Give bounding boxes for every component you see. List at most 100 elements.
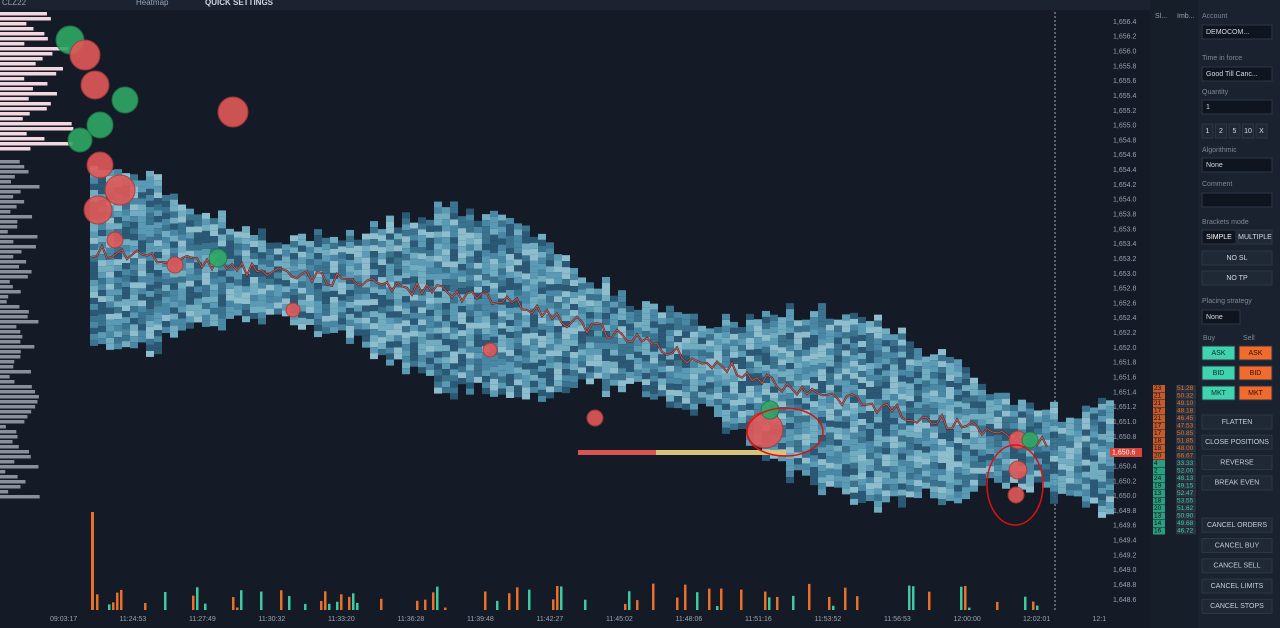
panel-field[interactable] <box>1201 578 1273 594</box>
dom-imbalance: 50.90 <box>1177 513 1194 520</box>
panel-field-text[interactable]: ASK <box>1211 350 1225 357</box>
heatmap-cell <box>714 362 722 369</box>
panel-field[interactable] <box>1201 455 1273 471</box>
heatmap-cell <box>602 289 610 296</box>
panel-field[interactable] <box>1228 123 1241 139</box>
quick-settings[interactable]: QUICK SETTINGS <box>205 0 274 7</box>
panel-field[interactable] <box>1201 434 1273 450</box>
heatmap-cell <box>506 229 514 236</box>
heatmap-cell <box>442 303 450 310</box>
heatmap-cell <box>402 278 410 285</box>
heatmap-cell <box>274 278 282 285</box>
panel-field-text[interactable]: 5 <box>1233 128 1237 135</box>
volume-bar <box>436 586 439 610</box>
heatmap-cell <box>546 380 554 387</box>
panel-field[interactable] <box>1201 414 1273 430</box>
panel-field-text[interactable]: CANCEL STOPS <box>1210 603 1264 610</box>
panel-field-text[interactable]: 1 <box>1206 104 1210 111</box>
panel-field-text[interactable]: FLATTEN <box>1222 419 1253 426</box>
panel-field-text[interactable]: BID <box>1213 370 1225 377</box>
panel-field[interactable] <box>1201 192 1273 208</box>
panel-field-text[interactable]: BREAK EVEN <box>1215 480 1260 487</box>
heatmap-cell <box>546 272 554 279</box>
panel-field[interactable] <box>1201 157 1273 173</box>
view-select[interactable]: Heatmap <box>136 0 169 7</box>
panel-field[interactable] <box>1201 229 1237 245</box>
panel-field[interactable] <box>1238 365 1273 381</box>
heatmap-cell <box>146 338 154 345</box>
heatmap-cell <box>138 282 146 289</box>
panel-field-text[interactable]: None <box>1206 162 1223 169</box>
heatmap-cell <box>954 473 962 480</box>
heatmap-cell <box>1106 502 1114 509</box>
panel-field-text[interactable]: 10 <box>1244 128 1252 135</box>
panel-field[interactable] <box>1201 66 1273 82</box>
panel-field[interactable] <box>1201 24 1273 40</box>
panel-field-text[interactable]: CANCEL LIMITS <box>1211 583 1264 590</box>
heatmap-cell <box>346 253 354 260</box>
heatmap-cell <box>1026 408 1034 415</box>
dom-imbalance: 48.13 <box>1177 475 1194 482</box>
heatmap-cell <box>738 351 746 358</box>
panel-field-text[interactable]: NO TP <box>1226 275 1248 282</box>
panel-field-text[interactable]: REVERSE <box>1220 459 1254 466</box>
panel-field[interactable] <box>1201 558 1273 574</box>
panel-field-text[interactable]: SIMPLE <box>1206 234 1232 241</box>
panel-field-text[interactable]: CLOSE POSITIONS <box>1205 439 1269 446</box>
panel-field[interactable] <box>1201 250 1273 266</box>
panel-field[interactable] <box>1201 538 1273 553</box>
panel-field[interactable] <box>1201 475 1273 491</box>
panel-field[interactable] <box>1201 517 1273 533</box>
panel-field[interactable] <box>1237 229 1273 245</box>
heatmap-cell <box>90 255 98 262</box>
panel-field[interactable] <box>1201 598 1273 614</box>
panel-field[interactable] <box>1201 345 1236 361</box>
panel-field-text[interactable]: CANCEL ORDERS <box>1207 522 1267 529</box>
panel-field[interactable] <box>1201 270 1273 286</box>
heatmap-cell <box>866 489 874 496</box>
heatmap-cell <box>90 279 98 286</box>
panel-field-text[interactable]: None <box>1206 314 1223 321</box>
panel-field-text[interactable]: Good Till Canc... <box>1206 71 1258 78</box>
panel-field-text[interactable]: MKT <box>1248 390 1264 397</box>
panel-field-text[interactable]: ASK <box>1248 350 1262 357</box>
heatmap-cell <box>986 406 994 413</box>
panel-field-text[interactable]: 2 <box>1219 128 1223 135</box>
heatmap-cell <box>210 230 218 237</box>
panel-field[interactable] <box>1238 385 1273 401</box>
dom-imb-cell <box>1176 482 1196 490</box>
panel-field-text[interactable]: BID <box>1250 370 1262 377</box>
heatmap-cell <box>778 359 786 366</box>
panel-field[interactable] <box>1201 123 1214 139</box>
heatmap-cell <box>98 272 106 279</box>
panel-field-text[interactable]: X <box>1259 128 1264 135</box>
heatmap-cell <box>634 327 642 334</box>
heatmap-cell <box>450 225 458 232</box>
heatmap-cell <box>1106 460 1114 467</box>
heatmap-cell <box>1066 423 1074 430</box>
heatmap-cell <box>634 369 642 376</box>
panel-field[interactable] <box>1201 365 1236 381</box>
panel-field-text[interactable]: 1 <box>1206 128 1210 135</box>
heatmap-cell <box>434 321 442 328</box>
panel-field[interactable] <box>1201 99 1273 115</box>
symbol[interactable]: CLZ22 <box>2 0 27 7</box>
panel-field-text[interactable]: CANCEL BUY <box>1215 542 1260 549</box>
heatmap-cell <box>170 223 178 230</box>
panel-field-text[interactable]: NO SL <box>1226 255 1247 262</box>
heatmap-cell <box>954 491 962 498</box>
heatmap-cell <box>1090 455 1098 462</box>
heatmap-cell <box>402 290 410 297</box>
panel-field-text[interactable]: DEMOCOM... <box>1206 29 1249 36</box>
panel-field[interactable] <box>1242 123 1254 139</box>
panel-field-text[interactable]: MULTIPLE <box>1238 234 1272 241</box>
heatmap-cell <box>250 276 258 283</box>
panel-field[interactable] <box>1238 345 1273 361</box>
panel-field[interactable] <box>1201 385 1236 401</box>
heatmap-cell <box>738 411 746 418</box>
panel-field-text[interactable]: CANCEL SELL <box>1213 563 1260 570</box>
panel-field-text[interactable]: MKT <box>1211 390 1227 397</box>
panel-field[interactable] <box>1215 123 1227 139</box>
panel-field[interactable] <box>1201 309 1241 325</box>
panel-field[interactable] <box>1255 123 1268 139</box>
